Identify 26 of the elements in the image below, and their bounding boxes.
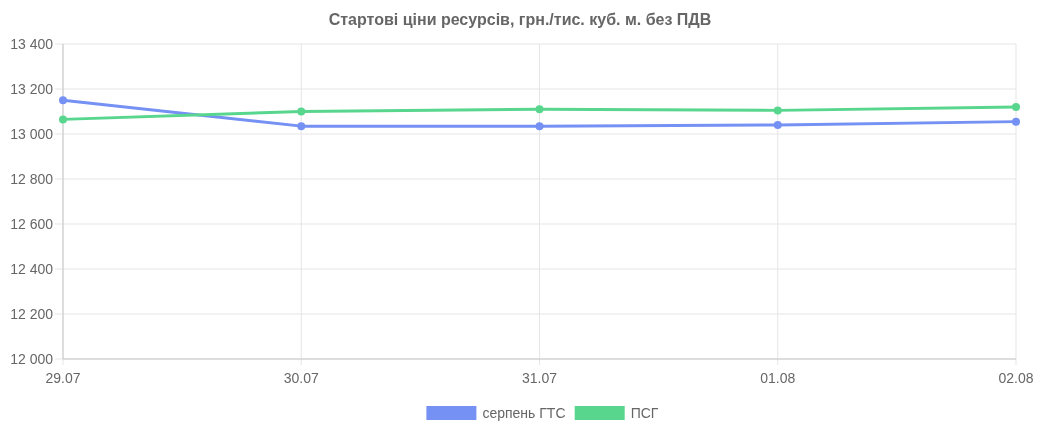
point (59, 96, 67, 105)
y-tick-label: 12 800 (10, 170, 54, 187)
point (773, 106, 782, 115)
y-tick-label: 13 000 (10, 125, 54, 142)
legend-label: серпень ГТС (482, 404, 566, 421)
point (773, 121, 782, 129)
point (535, 105, 544, 114)
x-tick-label: 01.08 (760, 370, 796, 386)
x-tick-label: 31.07 (521, 370, 558, 386)
y-tick-label: 13 400 (10, 35, 54, 52)
chart-title: Стартові ціни ресурсів, грн./тис. куб. м. без ПДВ (328, 11, 712, 28)
y-tick-label: 12 200 (10, 305, 54, 322)
x-tick-label: 02.08 (998, 370, 1034, 386)
point (535, 122, 544, 131)
x-tick-label: 30.07 (283, 370, 319, 386)
x-tick-label: 29.07 (45, 370, 81, 386)
legend-label: ПСГ (630, 404, 659, 421)
point (297, 107, 306, 116)
point (297, 122, 306, 131)
y-tick-label: 13 200 (10, 80, 54, 97)
point (1012, 117, 1020, 126)
point (1012, 103, 1020, 111)
point (59, 115, 67, 124)
y-tick-label: 12 400 (10, 260, 54, 277)
y-tick-label: 12 000 (10, 350, 54, 367)
y-tick-label: 12 600 (10, 215, 54, 232)
